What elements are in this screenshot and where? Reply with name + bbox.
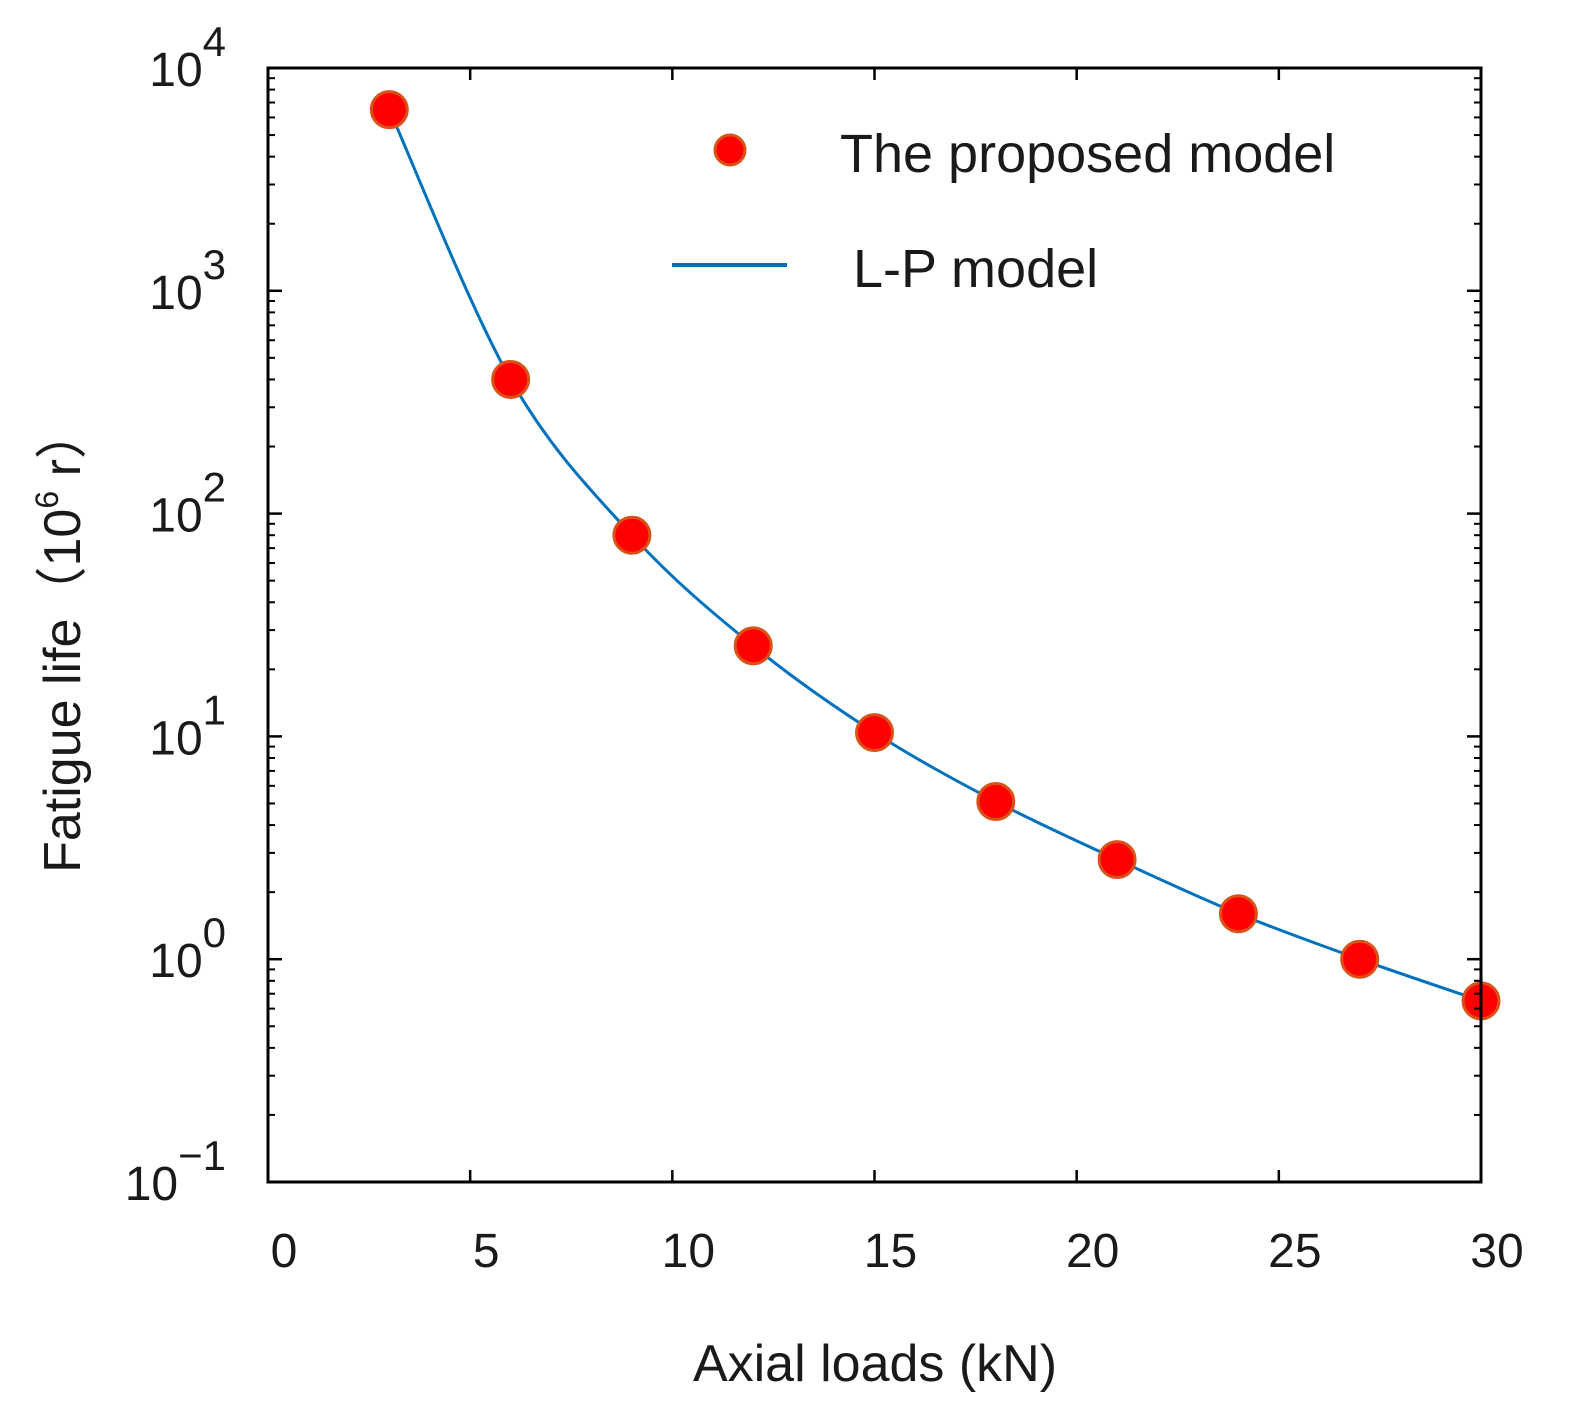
data-point-proposed-model <box>491 359 531 399</box>
y-tick-label-exponent: 1 <box>203 686 226 733</box>
y-tick-label-exponent: 4 <box>203 18 226 65</box>
legend-label-proposed: The proposed model <box>840 124 1335 184</box>
x-tick-label: 0 <box>271 1225 298 1278</box>
y-axis-title-open-paren: （ <box>34 567 92 619</box>
data-point-proposed-model <box>369 90 409 130</box>
x-tick-label: 30 <box>1470 1225 1523 1278</box>
y-axis-title-unit-rest: r <box>34 459 92 491</box>
x-tick-label: 15 <box>864 1225 917 1278</box>
x-tick-label: 10 <box>662 1225 715 1278</box>
y-axis-title-main: Fatigue life <box>34 619 92 873</box>
y-tick-label: 101 <box>149 686 226 765</box>
data-point-proposed-model <box>855 713 894 753</box>
y-tick-label: 104 <box>149 18 226 97</box>
x-axis-title: Axial loads (kN) <box>693 1335 1057 1393</box>
data-point-proposed-model <box>1218 894 1258 934</box>
x-tick-label: 20 <box>1066 1225 1119 1278</box>
y-tick-label-base: 10 <box>125 1158 178 1211</box>
data-point-proposed-model <box>733 626 773 666</box>
plot-area <box>369 90 1501 1021</box>
legend-marker-proposed <box>713 133 747 167</box>
x-tick-label: 25 <box>1268 1225 1321 1278</box>
y-tick-label-base: 10 <box>149 267 202 320</box>
y-tick-label-base: 10 <box>149 712 202 765</box>
y-tick-label: 103 <box>149 241 226 320</box>
data-point-proposed-model <box>1097 840 1137 880</box>
y-axis-title-unit-base: 10 <box>34 509 92 567</box>
y-tick-label-exponent: 2 <box>203 464 226 511</box>
x-tick-label: 5 <box>473 1225 500 1278</box>
data-point-proposed-model <box>976 782 1016 822</box>
data-point-proposed-model <box>612 515 652 555</box>
y-tick-label-exponent: 3 <box>203 241 226 288</box>
y-axis-title-close-paren: ） <box>34 407 92 459</box>
y-tick-label: 100 <box>149 909 226 988</box>
y-tick-label-exponent: −1 <box>178 1132 226 1179</box>
y-tick-label-base: 10 <box>149 44 202 97</box>
legend: The proposed model L-P model <box>672 124 1335 299</box>
y-tick-label-base: 10 <box>149 490 202 543</box>
y-tick-label-exponent: 0 <box>203 909 226 956</box>
y-axis-title-unit-exp: 6 <box>29 491 65 509</box>
legend-label-lp: L-P model <box>853 239 1098 299</box>
y-tick-label-base: 10 <box>149 935 202 988</box>
y-axis-title: Fatigue life（106 r） <box>29 407 92 873</box>
data-point-proposed-model <box>1340 939 1380 979</box>
y-tick-label: 10−1 <box>125 1132 226 1211</box>
y-tick-label: 102 <box>149 464 226 543</box>
